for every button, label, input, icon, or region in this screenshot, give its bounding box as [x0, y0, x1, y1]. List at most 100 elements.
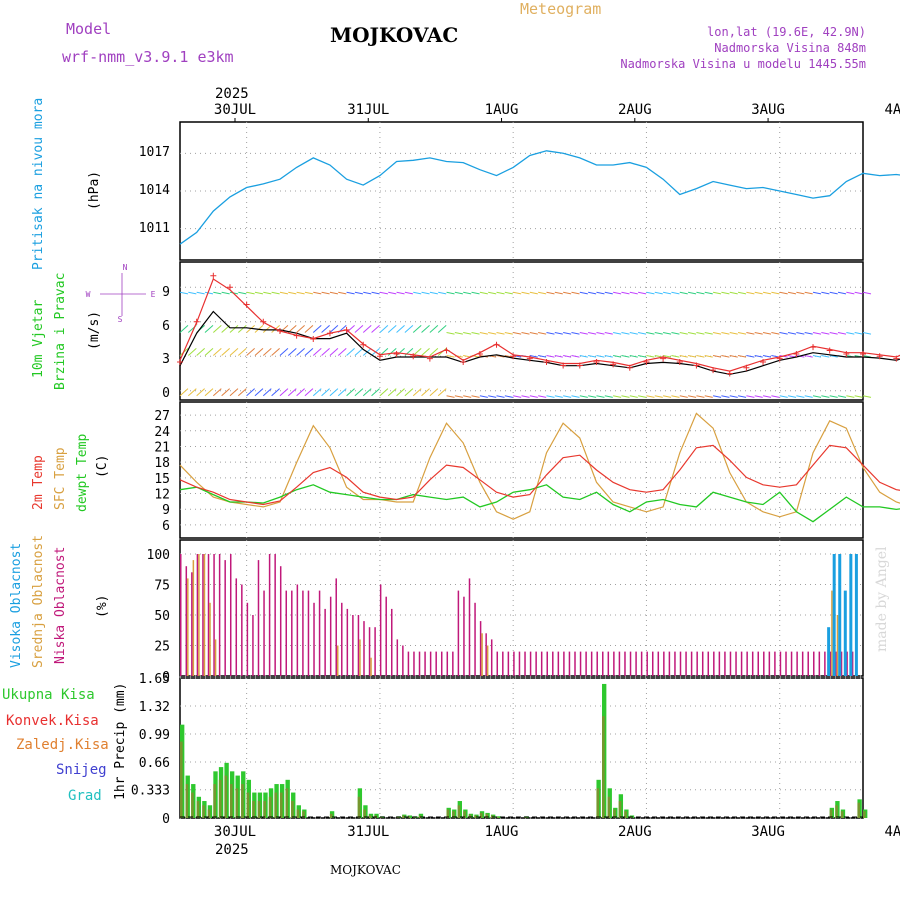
top-tick-label: 1AUG: [485, 102, 519, 118]
wind-barb: [787, 291, 797, 295]
cloud-bar: [824, 651, 826, 676]
precip-convective-bar: [624, 811, 627, 818]
cloud-bar: [801, 651, 804, 676]
wind-barb: [538, 291, 547, 295]
wind-speed-marker: [376, 353, 383, 360]
temp-tick-label: 27: [154, 409, 170, 424]
wind-barb: [829, 291, 838, 295]
wind-barb: [837, 332, 847, 335]
wind-barb: [287, 388, 297, 397]
wind-barb: [371, 388, 380, 397]
cloud-bar: [336, 645, 339, 676]
wind-speed-marker: [443, 347, 450, 354]
wind-barb: [571, 332, 580, 335]
precip-tick-label: 0.99: [139, 728, 170, 743]
wind-barb: [779, 395, 788, 398]
wind-barb: [429, 291, 438, 295]
cloud-bar: [187, 578, 189, 676]
bottom-tick-label: 1AUG: [485, 824, 519, 840]
wind-barb: [821, 395, 830, 398]
wind-speed-marker: [293, 332, 300, 339]
cloud-bar: [418, 651, 421, 676]
temp-tick-label: 9: [162, 503, 170, 518]
wind-barb: [687, 395, 697, 398]
wind-speed-marker: [710, 367, 717, 374]
cloud-bar: [213, 554, 215, 676]
wind-barb: [396, 388, 405, 397]
precip-convective-bar: [474, 815, 477, 818]
wind-barb: [463, 395, 472, 398]
wind-speed-marker: [593, 359, 600, 366]
cloud-bar: [457, 590, 460, 676]
temp-unit: (C): [95, 455, 110, 478]
cloud-bar: [391, 608, 393, 676]
cloud-bar: [629, 651, 632, 676]
wind-barb: [546, 355, 555, 358]
wind-barb: [696, 332, 705, 335]
wind-barb: [246, 347, 255, 356]
wind-barb: [854, 291, 863, 295]
wind-barb: [312, 324, 322, 333]
cloud-bar: [180, 554, 182, 676]
wind-speed-marker: [676, 359, 683, 366]
cloud-frame: [179, 539, 864, 677]
panels: [179, 121, 864, 819]
wind-speed-marker: [243, 301, 250, 308]
precip-convective-bar: [468, 814, 472, 818]
wind-speed-marker: [760, 359, 767, 366]
wind-barb: [496, 332, 505, 335]
cloud-bar: [635, 651, 637, 676]
cloud-bar: [324, 608, 326, 676]
wind-barb: [221, 388, 230, 397]
precip-convective-bar: [457, 805, 461, 818]
wind-speed-marker: [876, 353, 883, 360]
wind-barb: [271, 347, 280, 356]
wind-barb: [338, 291, 347, 295]
wind-speed-marker: [626, 364, 633, 371]
wind-barb: [846, 291, 855, 295]
wind-barb: [312, 388, 322, 397]
wind-barb: [496, 291, 505, 295]
cloud-bar: [468, 578, 471, 676]
wind-barb: [504, 355, 513, 358]
wind-barb: [379, 291, 389, 295]
bottom-tick-label: 30JUL: [214, 824, 256, 840]
temp-tick-label: 18: [154, 456, 170, 471]
precip-convective-bar: [285, 788, 289, 818]
wind-barb: [488, 291, 497, 295]
wind-barb: [229, 388, 239, 397]
precip-convective-bar: [463, 811, 466, 818]
cloud-bar: [596, 651, 598, 676]
cloud-bar: [846, 651, 848, 676]
cloud-bar: [218, 554, 221, 676]
cloud-bar: [818, 651, 821, 676]
wind-barb: [321, 347, 330, 356]
wind-barb: [629, 291, 638, 295]
wind-barb: [196, 347, 205, 356]
wind-ylabel-sub: Brzina i Pravac: [53, 273, 68, 390]
wind-barb: [621, 291, 630, 295]
cloud-bar: [757, 651, 759, 676]
wind-barb: [604, 332, 613, 335]
cloud-bar: [302, 590, 304, 676]
wind-barb: [804, 355, 813, 358]
wind-barb: [729, 395, 738, 398]
wind-barb: [421, 347, 430, 356]
precip-convective-bar: [402, 815, 405, 818]
wind-barb: [504, 291, 513, 295]
wind-speed-marker: [743, 364, 750, 371]
wind-panel: 10m Vjetar Brzina i Pravac (m/s) N W E S…: [31, 263, 900, 401]
cloud-bar: [440, 651, 443, 676]
cloud-bar: [843, 590, 847, 676]
cloud-bar: [579, 651, 582, 676]
precip-convective-bar: [213, 784, 216, 818]
wind-speed-marker: [726, 370, 733, 377]
cloud-bar: [729, 651, 732, 676]
wind-barb: [513, 395, 522, 398]
wind-speed-marker: [193, 318, 200, 325]
wind-barb: [446, 332, 455, 335]
precip-convective-bar: [607, 796, 611, 818]
wind-barb: [263, 291, 272, 295]
dewpt-temp-line: [179, 484, 900, 523]
wind-barb: [679, 332, 688, 335]
